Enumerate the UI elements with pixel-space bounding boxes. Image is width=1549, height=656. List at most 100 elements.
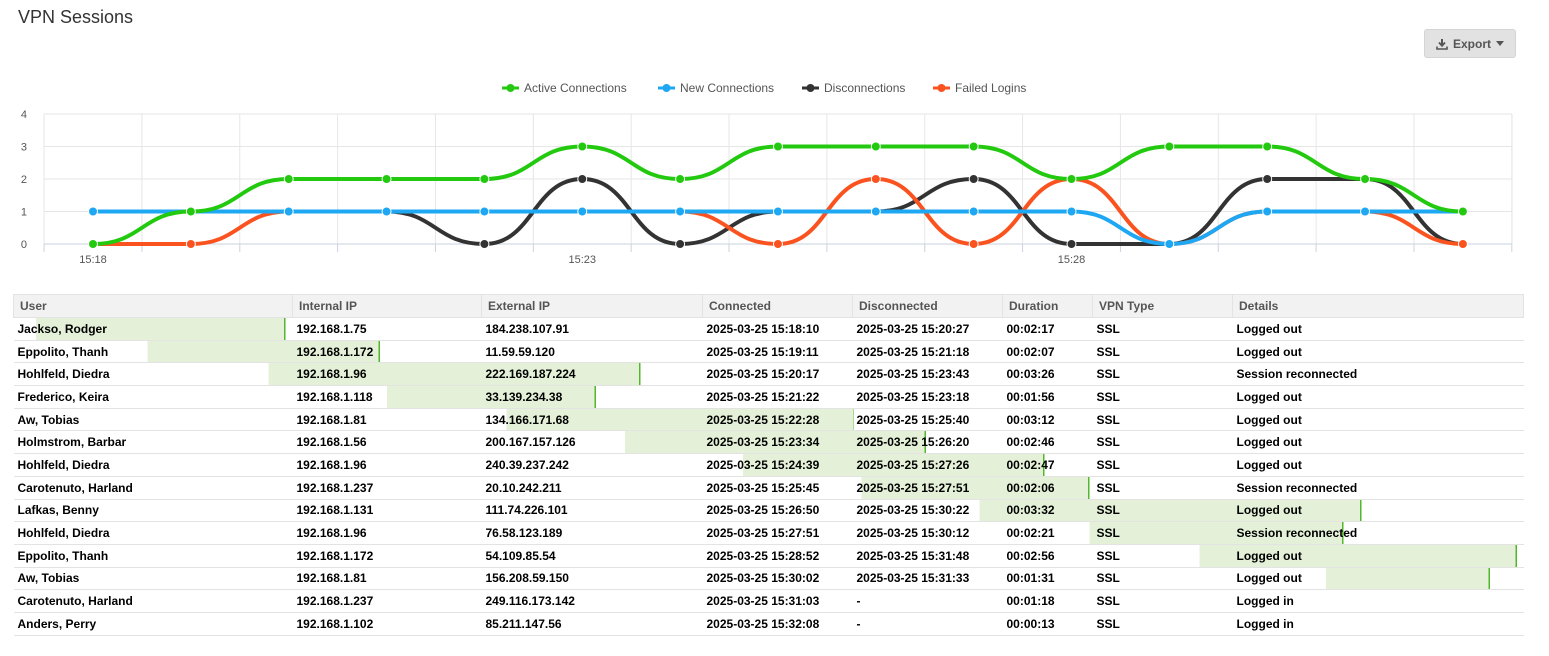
cell-duration: 00:02:56 bbox=[1002, 544, 1093, 568]
legend-label: Disconnections bbox=[824, 81, 906, 95]
cell-internal-ip: 192.168.1.56 bbox=[292, 430, 482, 455]
y-tick-label: 3 bbox=[21, 142, 27, 154]
table-row[interactable]: Eppolito, Thanh 192.168.1.172 54.109.85.54… bbox=[13, 544, 1524, 568]
data-point-active bbox=[381, 174, 392, 184]
cell-disconnected: - bbox=[852, 612, 1003, 636]
cell-details: Logged out bbox=[1232, 453, 1524, 477]
cell-internal-ip: 192.168.1.81 bbox=[292, 408, 482, 432]
page-title: VPN Sessions bbox=[18, 7, 134, 27]
cell-connected: 2025-03-25 15:24:39 bbox=[702, 453, 853, 477]
cell-connected: 2025-03-25 15:27:51 bbox=[702, 521, 853, 545]
cell-internal-ip: 192.168.1.81 bbox=[292, 567, 482, 591]
cell-disconnected: 2025-03-25 15:27:26 bbox=[852, 453, 1003, 477]
cell-details: Logged out bbox=[1232, 430, 1524, 455]
legend-symbol bbox=[802, 84, 819, 92]
data-point-active bbox=[675, 174, 686, 184]
y-tick-label: 0 bbox=[21, 239, 27, 251]
column-header[interactable]: Duration bbox=[1002, 294, 1093, 318]
data-point-active bbox=[88, 239, 98, 249]
table-row[interactable]: Hohlfeld, Diedra 192.168.1.96 76.58.123.18… bbox=[13, 521, 1524, 545]
cell-vpn-type: SSL bbox=[1092, 612, 1233, 636]
cell-vpn-type: SSL bbox=[1092, 385, 1233, 409]
cell-details: Logged out bbox=[1232, 340, 1524, 364]
cell-user: Frederico, Keira bbox=[13, 385, 293, 409]
column-header[interactable]: User bbox=[13, 294, 293, 318]
cell-external-ip: 184.238.107.91 bbox=[481, 317, 703, 341]
data-point-new bbox=[772, 206, 783, 217]
table-row[interactable]: Carotenuto, Harland 192.168.1.237 20.10.24… bbox=[13, 476, 1524, 500]
cell-user: Carotenuto, Harland bbox=[13, 589, 293, 613]
cell-vpn-type: SSL bbox=[1092, 317, 1233, 341]
column-header[interactable]: VPN Type bbox=[1092, 294, 1233, 318]
legend-label: Active Connections bbox=[524, 81, 627, 95]
column-header[interactable]: Internal IP bbox=[292, 294, 482, 318]
data-point-active bbox=[283, 174, 294, 184]
cell-duration: 00:03:12 bbox=[1002, 408, 1093, 432]
export-label: Export bbox=[1452, 36, 1491, 51]
data-point-disconnections bbox=[1066, 239, 1077, 249]
cell-external-ip: 33.139.234.38 bbox=[481, 385, 703, 409]
data-point-active bbox=[870, 141, 881, 152]
data-point-disconnections bbox=[968, 174, 979, 184]
cell-details: Logged out bbox=[1232, 385, 1524, 409]
table-row[interactable]: Anders, Perry 192.168.1.102 85.211.147.56 2… bbox=[13, 612, 1524, 636]
table-row[interactable]: Frederico, Keira 192.168.1.118 33.139.234.… bbox=[13, 385, 1524, 409]
cell-disconnected: 2025-03-25 15:31:48 bbox=[852, 544, 1003, 568]
table-row[interactable]: Aw, Tobias 192.168.1.81 156.208.59.150 2025… bbox=[13, 567, 1524, 591]
data-point-new bbox=[381, 206, 392, 217]
cell-details: Session reconnected bbox=[1232, 476, 1524, 500]
data-point-new bbox=[88, 206, 98, 217]
column-header[interactable]: Connected bbox=[702, 294, 853, 318]
cell-user: Lafkas, Benny bbox=[13, 499, 293, 523]
cell-connected: 2025-03-25 15:28:52 bbox=[702, 544, 853, 568]
table-row[interactable]: Hohlfeld, Diedra 192.168.1.96 222.169.187.… bbox=[13, 362, 1524, 387]
cell-external-ip: 134.166.171.68 bbox=[481, 408, 703, 432]
data-point-active bbox=[185, 206, 196, 217]
legend-item-disconnections[interactable]: Disconnections bbox=[802, 80, 905, 96]
data-point-new bbox=[577, 206, 588, 217]
table-row[interactable]: Lafkas, Benny 192.168.1.131 111.74.226.101… bbox=[13, 499, 1524, 523]
column-header[interactable]: External IP bbox=[481, 294, 703, 318]
data-point-new bbox=[968, 206, 979, 217]
column-header[interactable]: Details bbox=[1232, 294, 1524, 318]
data-point-failed bbox=[968, 239, 979, 249]
cell-disconnected: 2025-03-25 15:25:40 bbox=[852, 408, 1003, 432]
cell-disconnected: 2025-03-25 15:26:20 bbox=[852, 430, 1003, 455]
cell-details: Logged out bbox=[1232, 317, 1524, 341]
data-point-disconnections bbox=[1262, 174, 1273, 184]
table-row[interactable]: Eppolito, Thanh 192.168.1.172 11.59.59.120… bbox=[13, 340, 1524, 364]
column-header[interactable]: Disconnected bbox=[852, 294, 1003, 318]
table-row[interactable]: Jackso, Rodger 192.168.1.75 184.238.107.91… bbox=[13, 317, 1524, 341]
cell-internal-ip: 192.168.1.96 bbox=[292, 362, 482, 387]
table-row[interactable]: Carotenuto, Harland 192.168.1.237 249.116.… bbox=[13, 589, 1524, 613]
table-row[interactable]: Hohlfeld, Diedra 192.168.1.96 240.39.237.2… bbox=[13, 453, 1524, 477]
cell-duration: 00:02:07 bbox=[1002, 340, 1093, 364]
cell-duration: 00:02:47 bbox=[1002, 453, 1093, 477]
cell-connected: 2025-03-25 15:20:17 bbox=[702, 362, 853, 387]
cell-user: Eppolito, Thanh bbox=[13, 544, 293, 568]
cell-connected: 2025-03-25 15:19:11 bbox=[702, 340, 853, 364]
cell-disconnected: 2025-03-25 15:23:18 bbox=[852, 385, 1003, 409]
data-point-active bbox=[479, 174, 490, 184]
cell-internal-ip: 192.168.1.172 bbox=[292, 544, 482, 568]
cell-internal-ip: 192.168.1.131 bbox=[292, 499, 482, 523]
table-row[interactable]: Holmstrom, Barbar 192.168.1.56 200.167.157… bbox=[13, 430, 1524, 455]
table-row[interactable]: Aw, Tobias 192.168.1.81 134.166.171.68 2025… bbox=[13, 408, 1524, 432]
cell-details: Session reconnected bbox=[1232, 521, 1524, 545]
cell-duration: 00:02:21 bbox=[1002, 521, 1093, 545]
cell-external-ip: 156.208.59.150 bbox=[481, 567, 703, 591]
data-point-failed bbox=[772, 239, 783, 249]
cell-external-ip: 76.58.123.189 bbox=[481, 521, 703, 545]
cell-disconnected: 2025-03-25 15:30:22 bbox=[852, 499, 1003, 523]
cell-disconnected: 2025-03-25 15:27:51 bbox=[852, 476, 1003, 500]
cell-user: Jackso, Rodger bbox=[13, 317, 293, 341]
cell-vpn-type: SSL bbox=[1092, 499, 1233, 523]
legend-item-active[interactable]: Active Connections bbox=[502, 80, 627, 96]
data-point-new bbox=[479, 206, 490, 217]
legend-item-failed[interactable]: Failed Logins bbox=[933, 80, 1026, 96]
cell-user: Eppolito, Thanh bbox=[13, 340, 293, 364]
series-line-active bbox=[91, 144, 1465, 246]
legend-item-new[interactable]: New Connections bbox=[658, 80, 774, 96]
cell-connected: 2025-03-25 15:23:34 bbox=[702, 430, 853, 455]
export-button[interactable]: Export bbox=[1424, 29, 1516, 58]
